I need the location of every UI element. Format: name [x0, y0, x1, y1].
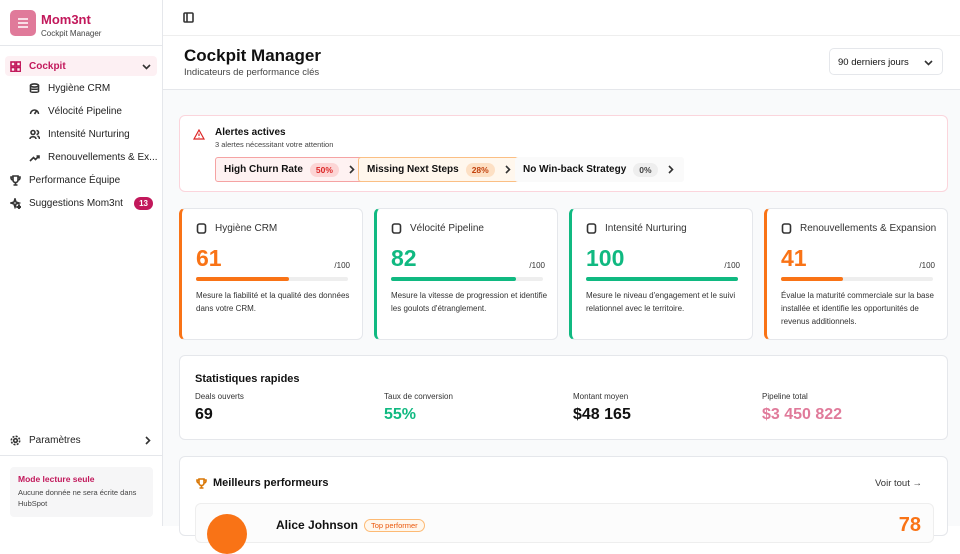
score-max: /100	[919, 261, 935, 270]
readonly-box: Mode lecture seule Aucune donnée ne sera…	[10, 467, 153, 517]
alert-label: No Win-back Strategy	[523, 164, 627, 175]
alert-value: 0%	[633, 162, 658, 177]
nav-label: Vélocité Pipeline	[48, 106, 122, 117]
performers-card: Meilleurs performeurs Voir tout → Alice …	[179, 456, 948, 554]
score-name: Intensité Nurturing	[605, 223, 687, 234]
stat-value: 55%	[384, 406, 417, 423]
header: Cockpit Manager Indicateurs de performan…	[163, 0, 960, 90]
progress-bar	[586, 277, 738, 281]
alert-pill[interactable]: Missing Next Steps 28%	[358, 157, 522, 182]
score-name: Vélocité Pipeline	[410, 223, 484, 234]
nav-cockpit[interactable]: Cockpit	[5, 56, 157, 76]
readonly-text: Aucune donnée ne sera écrite dans HubSpo…	[18, 488, 137, 508]
see-all[interactable]: Voir tout →	[875, 478, 922, 489]
badge: 13	[134, 197, 153, 210]
score-value: 100	[586, 245, 625, 271]
score-max: /100	[334, 261, 350, 270]
progress-track	[196, 277, 348, 281]
score-desc: Évalue la maturité commerciale sur la ba…	[781, 291, 934, 326]
stat-label: Deals ouverts	[195, 392, 244, 401]
stat-label: Pipeline total	[762, 392, 808, 401]
nav-item[interactable]: Hygiène CRM	[29, 83, 110, 94]
progress-bar	[196, 277, 289, 281]
alert-value: 50%	[309, 162, 339, 177]
alerts-title: Alertes actives	[215, 127, 286, 138]
score-card[interactable]: Hygiène CRM 61 /100 Mesure la fiabilité …	[179, 208, 363, 340]
nav-item[interactable]: Suggestions Mom3nt 13	[10, 197, 153, 210]
progress-track	[781, 277, 933, 281]
score-desc: Mesure le niveau d'engagement et le suiv…	[586, 291, 736, 313]
alert-label: High Churn Rate	[224, 164, 303, 175]
stats-title: Statistiques rapides	[195, 373, 300, 385]
brand-name: Mom3nt	[41, 12, 91, 27]
score-name: Hygiène CRM	[215, 223, 278, 234]
stat-value: $3 450 822	[762, 406, 843, 423]
score-card[interactable]: Renouvellements & Expansion 41 /100 Éval…	[764, 208, 948, 340]
progress-track	[391, 277, 543, 281]
alert-value: 28%	[465, 162, 495, 177]
score-value: 41	[781, 245, 807, 271]
alert-pill[interactable]: No Win-back Strategy 0%	[515, 157, 684, 182]
nav-item[interactable]: Performance Équipe	[10, 175, 120, 186]
nav-item[interactable]: Vélocité Pipeline	[29, 106, 122, 117]
score-desc: Mesure la vitesse de progression et iden…	[391, 291, 548, 313]
nav-item[interactable]: Intensité Nurturing	[29, 129, 130, 140]
progress-bar	[781, 277, 844, 281]
stat-value: $48 165	[573, 406, 631, 423]
period-label: 90 derniers jours	[838, 57, 909, 68]
avatar	[207, 514, 247, 554]
period-select[interactable]: 90 derniers jours	[829, 48, 943, 75]
nav-label: Hygiène CRM	[48, 83, 111, 94]
progress-bar	[391, 277, 516, 281]
score-max: /100	[724, 261, 740, 270]
nav-label: Suggestions Mom3nt	[29, 198, 123, 209]
alerts-card: Alertes actives 3 alertes nécessitant vo…	[179, 115, 948, 192]
score-card[interactable]: Intensité Nurturing 100 /100 Mesure le n…	[569, 208, 753, 340]
sidebar-toggle[interactable]	[183, 12, 194, 23]
stat-label: Montant moyen	[573, 392, 629, 401]
score-desc: Mesure la fiabilité et la qualité des do…	[196, 291, 350, 313]
score-value: 61	[196, 245, 222, 271]
nav-item[interactable]: Renouvellements & Ex...	[29, 152, 158, 163]
link-label: Voir tout	[875, 478, 910, 489]
performer-name: Alice Johnson	[276, 518, 359, 532]
alert-label: Missing Next Steps	[367, 164, 459, 175]
menu-logo[interactable]	[10, 10, 36, 36]
performer-row[interactable]: Alice Johnson Top performer 78	[195, 503, 934, 554]
divider	[0, 455, 163, 456]
divider	[163, 35, 960, 36]
performers-title: Meilleurs performeurs	[213, 477, 329, 489]
sidebar: Mom3nt Cockpit Manager Cockpit Hygiène C…	[0, 0, 163, 526]
page-subtitle: Indicateurs de performance clés	[184, 67, 320, 78]
nav-label: Renouvellements & Ex...	[48, 152, 158, 163]
nav-label: Intensité Nurturing	[48, 129, 130, 140]
nav-label: Performance Équipe	[29, 175, 121, 186]
stats-card: Statistiques rapides Deals ouverts 69 Tau…	[179, 355, 948, 440]
brand-subtitle: Cockpit Manager	[41, 29, 102, 38]
alerts-subtitle: 3 alertes nécessitant votre attention	[215, 140, 334, 149]
main: Cockpit Manager Indicateurs de performan…	[163, 0, 960, 554]
score-name: Renouvellements & Expansion	[800, 223, 937, 234]
page-title: Cockpit Manager	[184, 46, 321, 65]
progress-track	[586, 277, 738, 281]
divider	[0, 45, 163, 46]
alert-pill[interactable]: High Churn Rate 50%	[215, 157, 366, 182]
stat-label: Taux de conversion	[384, 392, 453, 401]
score-card[interactable]: Vélocité Pipeline 82 /100 Mesure la vite…	[374, 208, 558, 340]
stat-value: 69	[195, 406, 213, 423]
readonly-title: Mode lecture seule	[18, 474, 95, 484]
score-value: 82	[391, 245, 417, 271]
settings[interactable]: Paramètres	[10, 435, 153, 446]
nav-label: Paramètres	[29, 435, 81, 446]
nav-label: Cockpit	[29, 60, 66, 72]
score-max: /100	[529, 261, 545, 270]
